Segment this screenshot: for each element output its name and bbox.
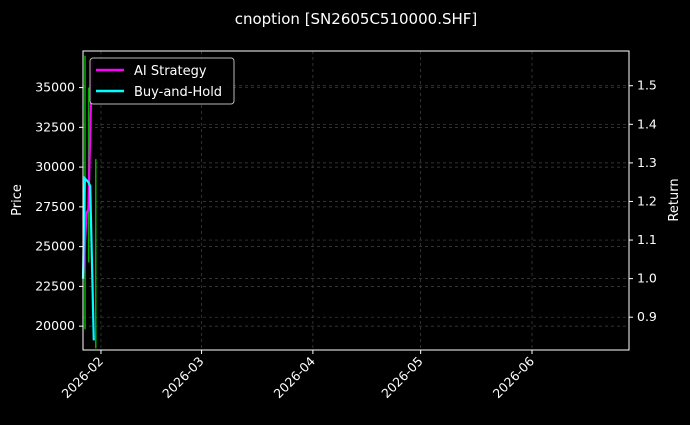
y2-tick-label: 1.5 (637, 78, 657, 93)
series-line-ai-strategy (81, 58, 94, 279)
plot-frame (82, 50, 630, 351)
y-tick-label: 25000 (35, 239, 75, 254)
x-tick-label: 2026-05 (378, 354, 426, 402)
y2-tick-label: 0.9 (637, 309, 657, 324)
x-tick-label: 2026-06 (490, 353, 538, 401)
legend-label-buy-and-hold: Buy-and-Hold (134, 85, 222, 100)
y2-axis-label: Return (667, 178, 682, 221)
x-tick-label: 2026-02 (59, 354, 107, 402)
y-tick-label: 32500 (35, 119, 75, 134)
y2-tick-label: 1.4 (637, 116, 657, 131)
y-tick-label: 35000 (35, 80, 75, 95)
x-tick-label: 2026-04 (270, 353, 318, 401)
legend: AI Strategy Buy-and-Hold (89, 57, 235, 105)
y2-tick-label: 1.1 (637, 232, 657, 247)
y-tick-label: 20000 (35, 318, 75, 333)
y-tick-label: 27500 (35, 199, 75, 214)
chart-title: cnoption [SN2605C510000.SHF] (235, 10, 478, 28)
y-tick-label: 30000 (35, 159, 75, 174)
x-tick-label: 2026-03 (159, 354, 207, 402)
legend-label-ai-strategy: AI Strategy (134, 64, 207, 79)
y-axis-label: Price (10, 184, 25, 216)
y2-tick-label: 1.2 (637, 193, 657, 208)
y2-tick-label: 1.3 (637, 155, 657, 170)
y-tick-label: 22500 (35, 278, 75, 293)
series-line-buy-and-hold (81, 175, 95, 341)
y2-tick-label: 1.0 (637, 271, 657, 286)
